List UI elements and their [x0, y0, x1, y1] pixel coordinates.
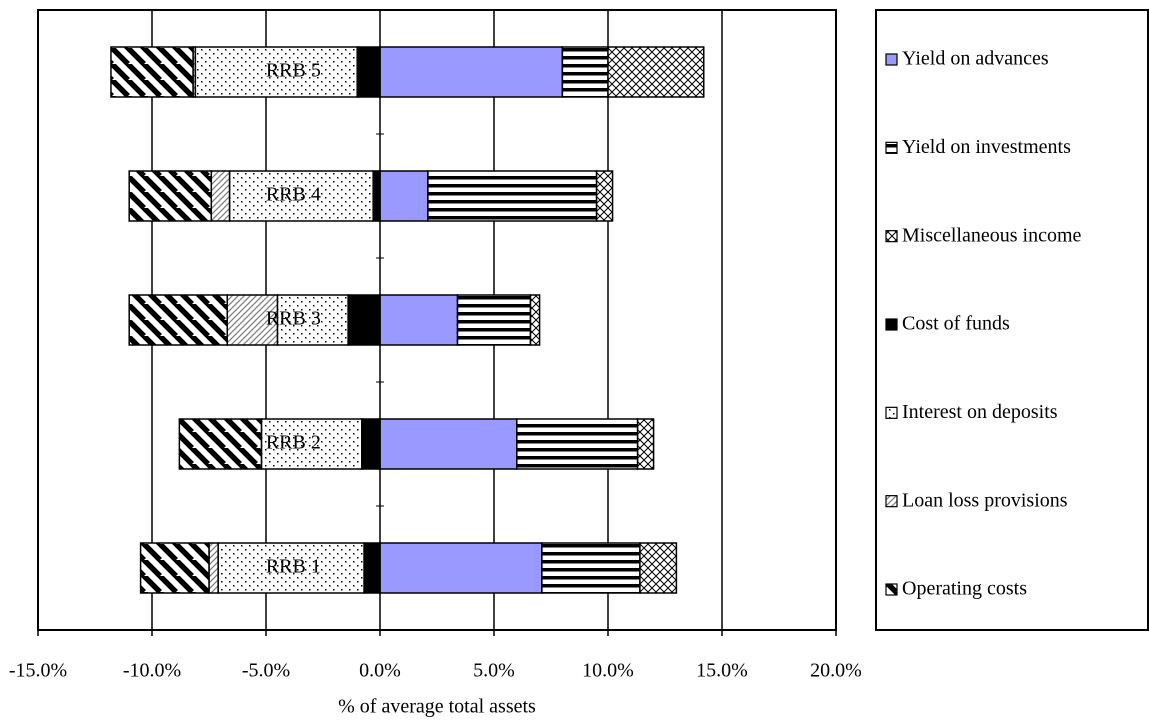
- bar-segment: [595, 170, 614, 222]
- bar-segment: [128, 294, 228, 346]
- category-label: RRB 5: [266, 60, 321, 82]
- bar-segment: [379, 418, 518, 470]
- legend-label: Yield on advances: [902, 48, 1049, 70]
- legend-label: Interest on deposits: [902, 401, 1058, 423]
- legend-swatch: [885, 230, 898, 243]
- bar-segment: [128, 170, 213, 222]
- bar-segment: [607, 46, 705, 98]
- x-tick-label: 15.0%: [696, 660, 748, 682]
- x-axis-title: % of average total assets: [338, 696, 536, 718]
- x-tick-label: -15.0%: [9, 660, 67, 682]
- bar-segment: [139, 542, 210, 594]
- x-tick-label: 5.0%: [473, 660, 515, 682]
- legend-label: Miscellaneous income: [902, 224, 1082, 246]
- bar-segment: [210, 170, 231, 222]
- bar-segment: [529, 294, 541, 346]
- bar-segment: [110, 46, 194, 98]
- x-tick-label: 0.0%: [359, 660, 401, 682]
- legend-swatch: [885, 53, 898, 66]
- category-label: RRB 1: [266, 556, 321, 578]
- legend-swatch: [885, 583, 898, 596]
- bar-segment: [356, 46, 381, 98]
- x-tick-label: -10.0%: [123, 660, 181, 682]
- legend-label: Loan loss provisions: [902, 489, 1068, 511]
- legend-swatch: [885, 318, 898, 331]
- legend-label: Operating costs: [902, 578, 1027, 600]
- bar-segment: [379, 294, 459, 346]
- bar-segment: [208, 542, 219, 594]
- category-label: RRB 4: [266, 184, 321, 206]
- bar-segment: [561, 46, 609, 98]
- bar-segment: [427, 170, 598, 222]
- bar-segment: [260, 418, 363, 470]
- category-label: RRB 2: [266, 432, 321, 454]
- bar-segment: [639, 542, 678, 594]
- x-tick-label: 10.0%: [582, 660, 634, 682]
- legend-label: Cost of funds: [902, 313, 1010, 335]
- legend-swatch: [885, 406, 898, 419]
- bar-segment: [379, 542, 543, 594]
- legend-swatch: [885, 141, 898, 154]
- bar-segment: [379, 170, 429, 222]
- bar-segment: [361, 418, 381, 470]
- bar-segment: [228, 170, 374, 222]
- bar-segment: [516, 418, 639, 470]
- category-label: RRB 3: [266, 308, 321, 330]
- bar-segment: [372, 170, 381, 222]
- bar-segment: [347, 294, 381, 346]
- bar-segment: [178, 418, 263, 470]
- bar-segment: [456, 294, 532, 346]
- bar-segment: [217, 542, 365, 594]
- legend-swatch: [885, 495, 898, 508]
- x-tick-label: 20.0%: [810, 660, 862, 682]
- bar-segment: [194, 46, 358, 98]
- bar-segment: [636, 418, 655, 470]
- bar-segment: [379, 46, 564, 98]
- legend-box: [875, 9, 1149, 631]
- legend-label: Yield on investments: [902, 136, 1071, 158]
- bar-segment: [276, 294, 349, 346]
- bar-segment: [541, 542, 641, 594]
- x-tick-label: -5.0%: [242, 660, 290, 682]
- bar-segment: [363, 542, 381, 594]
